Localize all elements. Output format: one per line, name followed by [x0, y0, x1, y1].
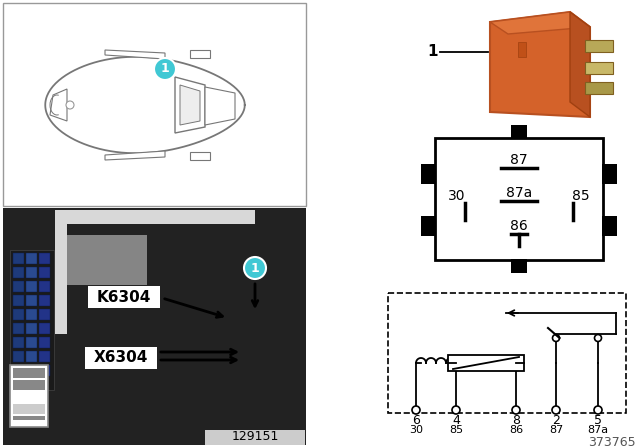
Bar: [26, 309, 37, 320]
Bar: [85, 347, 157, 369]
Bar: [13, 365, 24, 376]
Text: 30: 30: [409, 425, 423, 435]
Bar: [10, 365, 48, 427]
Bar: [26, 281, 37, 292]
Bar: [205, 430, 305, 445]
Bar: [26, 337, 37, 348]
Bar: [13, 309, 24, 320]
Circle shape: [412, 406, 420, 414]
Text: 86: 86: [510, 219, 528, 233]
Circle shape: [452, 406, 460, 414]
Text: 129151: 129151: [231, 431, 278, 444]
Circle shape: [595, 335, 602, 341]
Bar: [26, 253, 37, 264]
Bar: [585, 40, 613, 52]
Text: 6: 6: [412, 414, 420, 426]
Bar: [26, 295, 37, 306]
Bar: [39, 253, 50, 264]
Bar: [602, 216, 617, 236]
Polygon shape: [105, 151, 165, 160]
Polygon shape: [190, 50, 210, 58]
Text: K6304: K6304: [97, 289, 151, 305]
Circle shape: [552, 406, 560, 414]
Bar: [13, 404, 45, 414]
Text: 86: 86: [509, 425, 523, 435]
Bar: [39, 309, 50, 320]
Bar: [13, 267, 24, 278]
Bar: [3, 208, 306, 445]
Text: 87a: 87a: [588, 425, 609, 435]
Bar: [3, 3, 306, 206]
Text: X6304: X6304: [94, 350, 148, 366]
Bar: [421, 216, 436, 236]
Text: 85: 85: [449, 425, 463, 435]
Bar: [511, 125, 527, 139]
Polygon shape: [105, 50, 165, 59]
Bar: [67, 235, 147, 285]
Bar: [26, 323, 37, 334]
Bar: [13, 323, 24, 334]
Bar: [39, 365, 50, 376]
Bar: [88, 286, 160, 308]
Circle shape: [154, 58, 176, 80]
Circle shape: [244, 257, 266, 279]
Text: 2: 2: [552, 414, 560, 426]
Text: 87a: 87a: [506, 186, 532, 200]
Bar: [13, 281, 24, 292]
Bar: [518, 42, 526, 57]
Text: 87: 87: [549, 425, 563, 435]
Text: 85: 85: [572, 189, 590, 203]
Text: 30: 30: [448, 189, 466, 203]
Polygon shape: [180, 85, 200, 125]
Bar: [585, 82, 613, 94]
Polygon shape: [490, 12, 590, 34]
Text: 4: 4: [452, 414, 460, 426]
Circle shape: [66, 101, 74, 109]
Bar: [585, 62, 613, 74]
Bar: [388, 293, 626, 413]
Bar: [55, 224, 67, 334]
Polygon shape: [50, 89, 67, 121]
Bar: [26, 365, 37, 376]
Bar: [39, 351, 50, 362]
Bar: [13, 351, 24, 362]
Polygon shape: [190, 152, 210, 160]
Bar: [13, 380, 45, 390]
Bar: [13, 416, 45, 420]
Circle shape: [594, 406, 602, 414]
Text: 87: 87: [510, 153, 528, 167]
Bar: [13, 337, 24, 348]
Text: 1: 1: [251, 262, 259, 275]
Bar: [602, 164, 617, 184]
Bar: [435, 138, 603, 260]
Bar: [55, 210, 255, 224]
Circle shape: [512, 406, 520, 414]
Bar: [26, 351, 37, 362]
Text: 1: 1: [428, 44, 438, 60]
Polygon shape: [175, 77, 205, 133]
Bar: [13, 368, 45, 378]
Bar: [39, 323, 50, 334]
Bar: [13, 392, 45, 402]
Bar: [26, 267, 37, 278]
Bar: [13, 295, 24, 306]
Text: 8: 8: [512, 414, 520, 426]
Bar: [511, 259, 527, 273]
Bar: [39, 337, 50, 348]
Text: 5: 5: [594, 414, 602, 426]
Polygon shape: [205, 87, 235, 125]
Bar: [421, 164, 436, 184]
Text: 373765: 373765: [588, 436, 636, 448]
Circle shape: [552, 335, 559, 341]
Bar: [10, 250, 54, 390]
Bar: [39, 267, 50, 278]
Polygon shape: [570, 12, 590, 117]
Bar: [39, 281, 50, 292]
Polygon shape: [490, 12, 590, 117]
Bar: [13, 253, 24, 264]
Bar: [39, 295, 50, 306]
Bar: [448, 355, 524, 371]
Text: 1: 1: [161, 63, 170, 76]
